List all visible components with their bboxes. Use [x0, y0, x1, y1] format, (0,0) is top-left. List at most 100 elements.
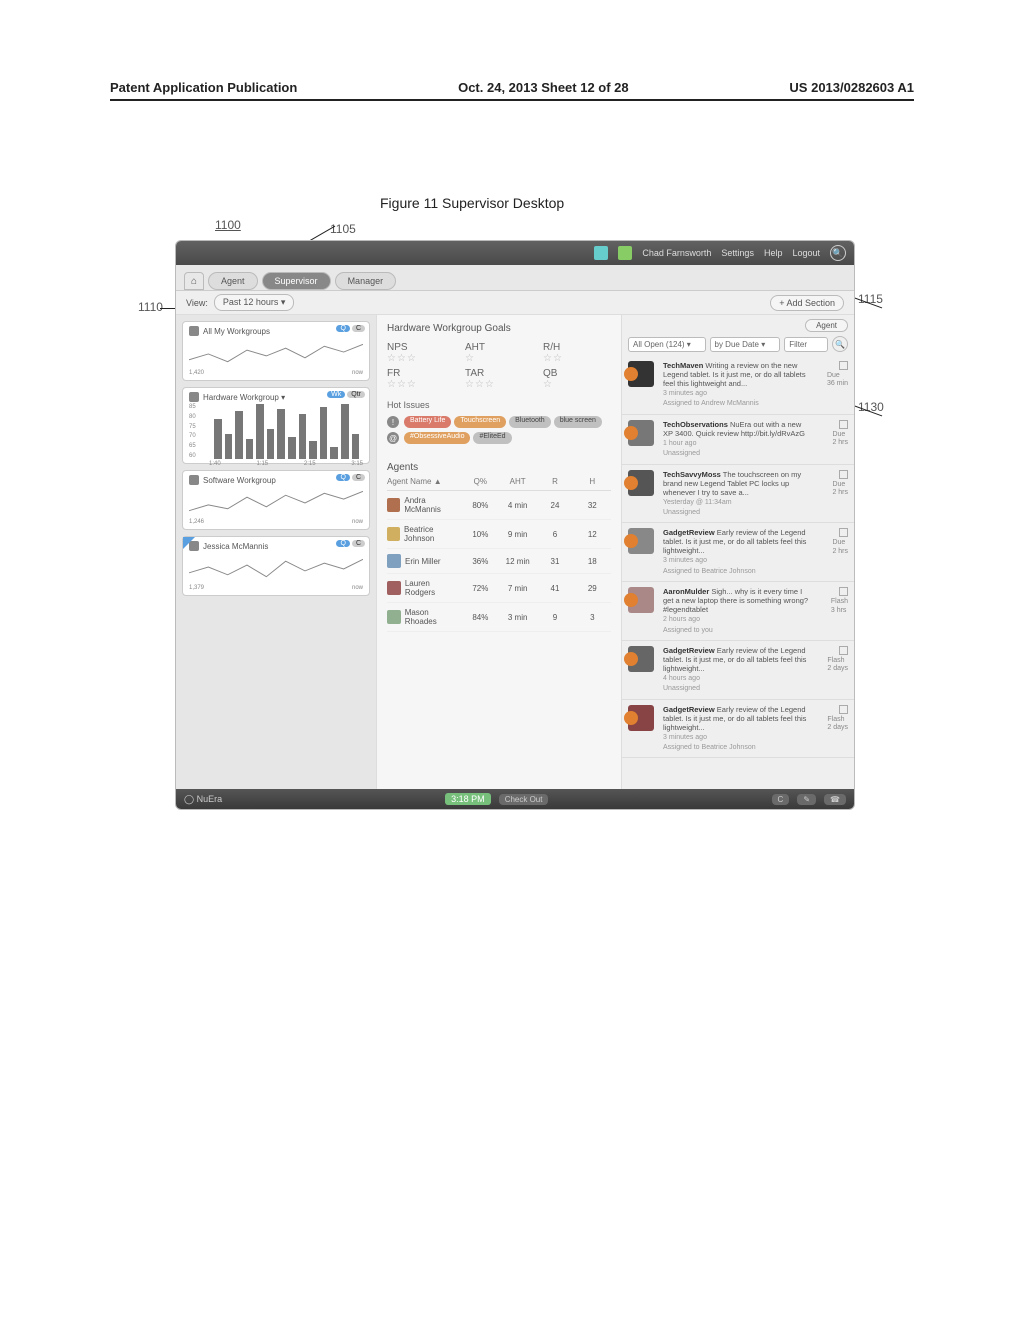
feed-post[interactable]: GadgetReview Early review of the Legend … — [622, 641, 854, 700]
agent-row[interactable]: Lauren Rodgers72%7 min4129 — [387, 574, 611, 603]
agent-h: 12 — [574, 530, 611, 539]
hot-issue-chip[interactable]: Battery Life — [404, 416, 451, 428]
agents-table-body: Andra McMannis80%4 min2432Beatrice Johns… — [387, 491, 611, 632]
feed-post[interactable]: TechMaven Writing a review on the new Le… — [622, 356, 854, 415]
post-assign: Assigned to Andrew McMannis — [663, 400, 813, 408]
toggle[interactable]: C — [352, 325, 365, 332]
card-icon — [189, 392, 199, 402]
post-text: TechObservations NuEra out with a new XP… — [663, 420, 805, 438]
patent-header: Patent Application Publication Oct. 24, … — [110, 80, 914, 101]
agent-name: Beatrice Johnson — [404, 525, 462, 543]
hot-issue-chip[interactable]: blue screen — [554, 416, 602, 428]
toggle[interactable]: Wk — [327, 391, 345, 398]
home-icon[interactable]: ⌂ — [184, 272, 204, 290]
col-r[interactable]: R — [536, 477, 573, 486]
footer: ◯ NuEra 3:18 PM Check Out C ✎ ☎ — [176, 789, 854, 809]
agent-row[interactable]: Erin Miller36%12 min3118 — [387, 549, 611, 574]
agent-h: 32 — [574, 501, 611, 510]
toggle[interactable]: C — [352, 474, 365, 481]
tab-supervisor[interactable]: Supervisor — [262, 272, 331, 290]
agent-name: Lauren Rodgers — [405, 579, 462, 597]
feed-post[interactable]: AaronMulder Sigh... why is it every time… — [622, 582, 854, 641]
avatar[interactable] — [594, 246, 608, 260]
avatar[interactable] — [618, 246, 632, 260]
hot-issue-chip[interactable]: #ObsessiveAudio — [404, 432, 470, 444]
card-icon — [189, 475, 199, 485]
feed-filter-open[interactable]: All Open (124) ▾ — [628, 337, 706, 352]
network-icon — [624, 652, 638, 666]
hot-issue-chip[interactable]: #EliteEd — [473, 432, 511, 444]
footer-icon[interactable]: ✎ — [797, 794, 816, 805]
footer-icon[interactable]: C — [772, 794, 790, 805]
feed-post[interactable]: GadgetReview Early review of the Legend … — [622, 523, 854, 582]
post-due: Due2 hrs — [832, 481, 848, 498]
post-checkbox[interactable] — [839, 470, 848, 479]
toggle[interactable]: Q — [336, 540, 349, 547]
feed-post[interactable]: GadgetReview Early review of the Legend … — [622, 700, 854, 759]
post-checkbox[interactable] — [839, 420, 848, 429]
feed-post[interactable]: TechObservations NuEra out with a new XP… — [622, 415, 854, 465]
hot-issue-chip[interactable]: Touchscreen — [454, 416, 506, 428]
feed-agent-tab[interactable]: Agent — [805, 319, 848, 332]
col-h[interactable]: H — [574, 477, 611, 486]
figure-title: Figure 11 Supervisor Desktop — [380, 195, 564, 211]
ref-1110: 1110 — [138, 300, 163, 314]
toggle[interactable]: Qtr — [347, 391, 365, 398]
patent-left: Patent Application Publication — [110, 80, 297, 95]
tab-agent[interactable]: Agent — [208, 272, 258, 290]
search-icon[interactable]: 🔍 — [832, 336, 848, 352]
help-link[interactable]: Help — [764, 248, 783, 258]
agent-h: 29 — [574, 584, 611, 593]
checkout-button[interactable]: Check Out — [499, 794, 549, 805]
network-icon — [624, 711, 638, 725]
post-time: 4 hours ago — [663, 675, 813, 683]
post-due: Due2 hrs — [832, 539, 848, 556]
goal-metric: FR☆☆☆ — [387, 368, 455, 390]
toggle[interactable]: Q — [336, 325, 349, 332]
post-time: 1 hour ago — [663, 440, 813, 448]
post-text: GadgetReview Early review of the Legend … — [663, 646, 806, 673]
feed-sort[interactable]: by Due Date ▾ — [710, 337, 781, 352]
feed-post[interactable]: TechSavvyMoss The touchscreen on my bran… — [622, 465, 854, 524]
col-q[interactable]: Q% — [462, 477, 499, 486]
search-icon[interactable]: 🔍 — [830, 245, 846, 261]
col-name[interactable]: Agent Name ▲ — [387, 477, 462, 486]
col-aht[interactable]: AHT — [499, 477, 536, 486]
post-checkbox[interactable] — [839, 646, 848, 655]
stat-card[interactable]: Hardware Workgroup ▾WkQtr8580757065601:4… — [182, 387, 370, 464]
post-checkbox[interactable] — [839, 361, 848, 370]
timerange-select[interactable]: Past 12 hours ▾ — [214, 294, 295, 311]
toggle[interactable]: Q — [336, 474, 349, 481]
post-time: 3 minutes ago — [663, 734, 813, 742]
post-checkbox[interactable] — [839, 587, 848, 596]
settings-link[interactable]: Settings — [721, 248, 754, 258]
add-section-button[interactable]: + Add Section — [770, 295, 844, 311]
stat-card[interactable]: All My WorkgroupsQC1,420now — [182, 321, 370, 381]
hot-issue-chip[interactable]: Bluetooth — [509, 416, 551, 428]
post-due: Due2 hrs — [832, 431, 848, 448]
avatar — [387, 554, 401, 568]
stat-card[interactable]: Software WorkgroupQC1,246now — [182, 470, 370, 530]
feed-tabstrip: Agent — [622, 315, 854, 332]
card-title: Hardware Workgroup ▾ — [203, 393, 285, 402]
agent-r: 41 — [536, 584, 573, 593]
feed-filter[interactable]: Filter — [784, 337, 828, 352]
agent-row[interactable]: Mason Rhoades84%3 min93 — [387, 603, 611, 632]
agent-row[interactable]: Andra McMannis80%4 min2432 — [387, 491, 611, 520]
view-row: View: Past 12 hours ▾ + Add Section — [176, 291, 854, 315]
topbar: Chad Farnsworth Settings Help Logout 🔍 — [176, 241, 854, 265]
hot-issues-label: Hot Issues — [387, 400, 611, 410]
agent-q: 80% — [462, 501, 499, 510]
toggle[interactable]: C — [352, 540, 365, 547]
tab-manager[interactable]: Manager — [335, 272, 397, 290]
agent-row[interactable]: Beatrice Johnson10%9 min612 — [387, 520, 611, 549]
post-assign: Assigned to Beatrice Johnson — [663, 744, 813, 752]
post-checkbox[interactable] — [839, 528, 848, 537]
stat-card[interactable]: Jessica McMannisQC1,379now — [182, 536, 370, 596]
footer-icon[interactable]: ☎ — [824, 794, 846, 805]
goal-metric: QB☆ — [543, 368, 611, 390]
logout-link[interactable]: Logout — [792, 248, 820, 258]
agents-table-header: Agent Name ▲ Q% AHT R H — [387, 473, 611, 491]
post-checkbox[interactable] — [839, 705, 848, 714]
feed-list: TechMaven Writing a review on the new Le… — [622, 356, 854, 789]
